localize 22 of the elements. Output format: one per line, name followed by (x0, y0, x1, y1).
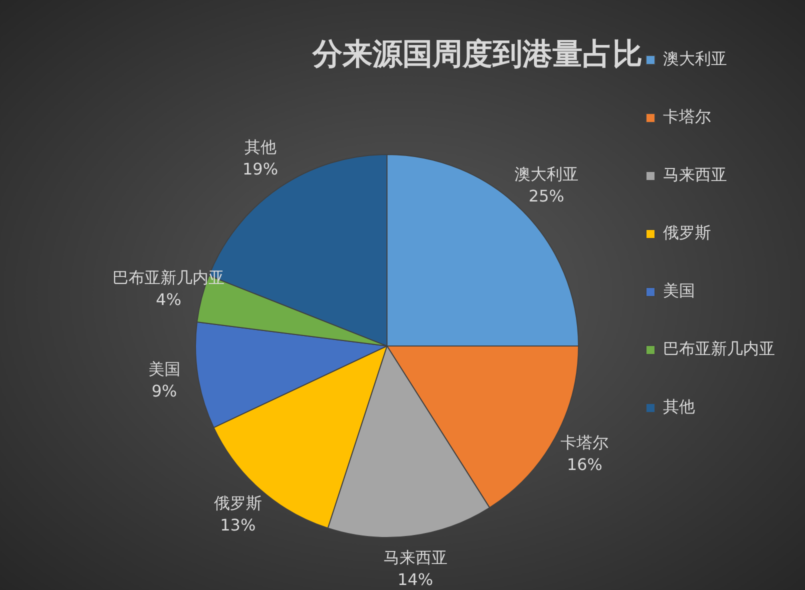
data-label: 13% (220, 515, 256, 534)
slice-label: 其他 (244, 138, 276, 157)
slice-label: 马来西亚 (383, 548, 448, 567)
data-label: 25% (528, 186, 564, 206)
data-label: 9% (152, 381, 177, 400)
slice-label: 美国 (148, 359, 180, 378)
slice-label: 卡塔尔 (560, 432, 609, 452)
legend-label: 俄罗斯 (663, 223, 711, 242)
legend-label: 巴布亚新几内亚 (663, 339, 775, 358)
legend-label: 卡塔尔 (663, 107, 711, 126)
legend-label: 澳大利亚 (663, 49, 727, 68)
data-label: 19% (242, 160, 278, 179)
data-label: 14% (397, 570, 434, 589)
legend-label: 马来西亚 (663, 165, 727, 184)
legend-label: 美国 (663, 281, 695, 300)
slice-label: 澳大利亚 (514, 164, 578, 184)
chart-title: 分来源国周度到港量占比 (312, 36, 642, 72)
slice-label: 俄罗斯 (214, 493, 262, 512)
legend-label: 其他 (663, 397, 695, 416)
data-label: 16% (566, 454, 602, 474)
data-label: 4% (156, 290, 182, 310)
slice-label: 巴布亚新几内亚 (112, 268, 225, 288)
